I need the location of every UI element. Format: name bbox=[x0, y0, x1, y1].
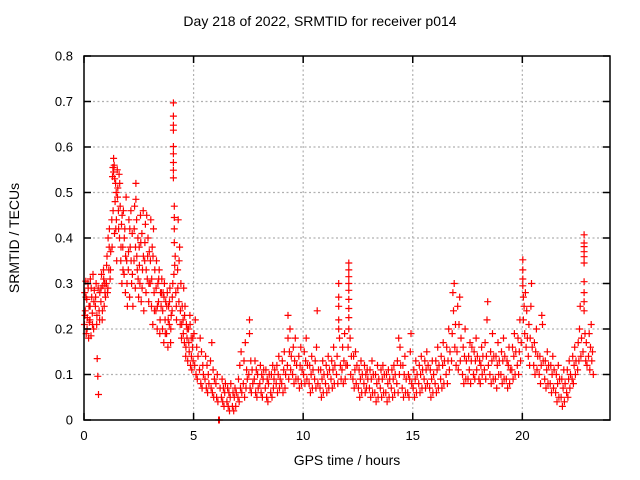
svg-text:15: 15 bbox=[406, 428, 420, 443]
svg-text:0: 0 bbox=[66, 413, 73, 428]
svg-text:0.4: 0.4 bbox=[55, 231, 73, 246]
x-axis-label: GPS time / hours bbox=[293, 452, 401, 468]
svg-text:0.5: 0.5 bbox=[55, 185, 73, 200]
svg-text:0.8: 0.8 bbox=[55, 49, 73, 64]
tick-labels: 0 5 10 15 20 0 0.1 0.2 0.3 0.4 0.5 0.6 0.7 0.8 bbox=[55, 49, 530, 444]
svg-text:0.3: 0.3 bbox=[55, 276, 73, 291]
svg-text:0.1: 0.1 bbox=[55, 367, 73, 382]
data-points bbox=[80, 99, 597, 424]
svg-text:20: 20 bbox=[515, 428, 529, 443]
chart-title: Day 218 of 2022, SRMTID for receiver p01… bbox=[183, 13, 457, 29]
svg-text:0.6: 0.6 bbox=[55, 140, 73, 155]
plot-border bbox=[83, 55, 611, 421]
svg-text:5: 5 bbox=[190, 428, 197, 443]
svg-text:0: 0 bbox=[80, 428, 87, 443]
svg-text:0.7: 0.7 bbox=[55, 94, 73, 109]
svg-text:0.2: 0.2 bbox=[55, 322, 73, 337]
svg-text:10: 10 bbox=[296, 428, 310, 443]
y-axis-label: SRMTID / TECUs bbox=[6, 182, 22, 294]
